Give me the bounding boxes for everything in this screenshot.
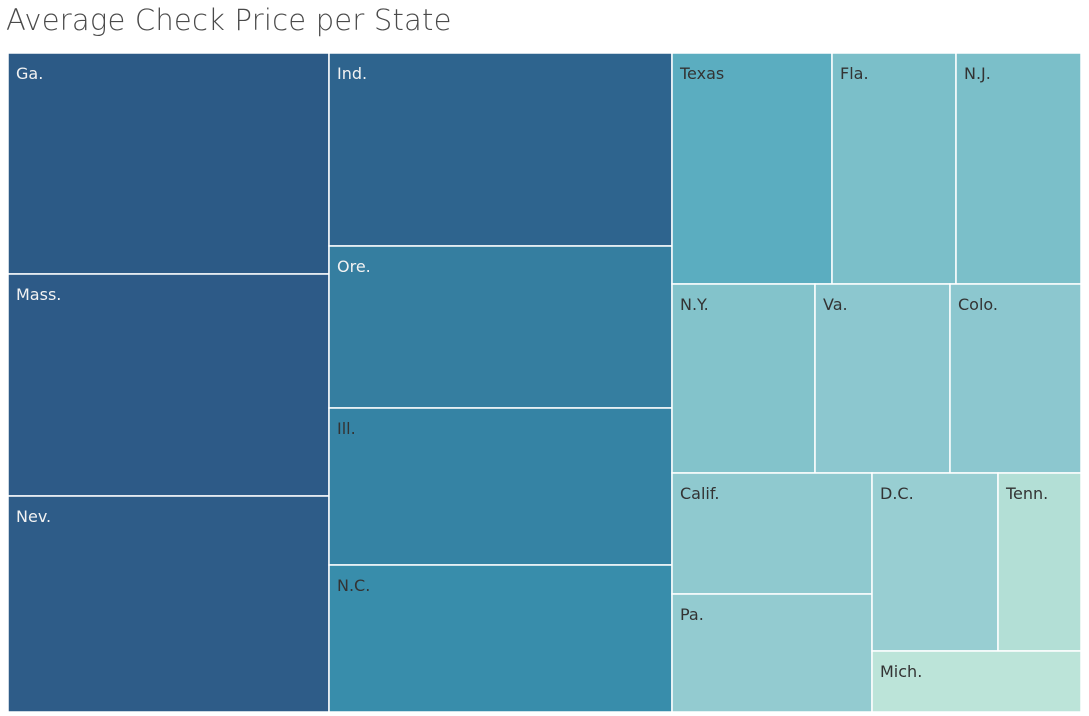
treemap-rect-mich[interactable] <box>871 650 1082 713</box>
treemap-rect-va[interactable] <box>814 283 951 474</box>
treemap-label-mass: Mass. <box>16 285 61 304</box>
treemap-label-pa: Pa. <box>680 605 704 624</box>
treemap-cell-nev[interactable]: Nev. <box>7 495 330 713</box>
treemap-label-ill: Ill. <box>337 419 356 438</box>
treemap-rect-n-y[interactable] <box>671 283 816 474</box>
treemap-cell-tenn[interactable]: Tenn. <box>997 472 1082 652</box>
treemap-cell-n-c[interactable]: N.C. <box>328 564 673 713</box>
treemap-label-tenn: Tenn. <box>1005 484 1048 503</box>
treemap-label-ind: Ind. <box>337 64 367 83</box>
treemap-rect-fla[interactable] <box>831 52 957 285</box>
treemap-label-mich: Mich. <box>880 662 922 681</box>
treemap-label-ga: Ga. <box>16 64 43 83</box>
treemap-cell-mich[interactable]: Mich. <box>871 650 1082 713</box>
treemap-label-calif: Calif. <box>680 484 719 503</box>
treemap-cell-mass[interactable]: Mass. <box>7 273 330 497</box>
treemap-label-texas: Texas <box>679 64 724 83</box>
treemap-rect-ga[interactable] <box>7 52 330 275</box>
treemap-cell-n-j[interactable]: N.J. <box>955 52 1082 285</box>
treemap-cell-ore[interactable]: Ore. <box>328 245 673 409</box>
treemap-label-ore: Ore. <box>337 257 371 276</box>
treemap-label-n-c: N.C. <box>337 576 370 595</box>
treemap-rect-mass[interactable] <box>7 273 330 497</box>
treemap-label-colo: Colo. <box>958 295 998 314</box>
treemap-label-n-y: N.Y. <box>680 295 709 314</box>
treemap-cell-ga[interactable]: Ga. <box>7 52 330 275</box>
treemap-rect-ore[interactable] <box>328 245 673 409</box>
treemap-rect-tenn[interactable] <box>997 472 1082 652</box>
treemap-rect-colo[interactable] <box>949 283 1082 474</box>
treemap-rect-ill[interactable] <box>328 407 673 566</box>
treemap-cell-ill[interactable]: Ill. <box>328 407 673 566</box>
treemap-cell-n-y[interactable]: N.Y. <box>671 283 816 474</box>
treemap-label-va: Va. <box>823 295 848 314</box>
treemap-cell-texas[interactable]: Texas <box>671 52 833 285</box>
treemap-rect-pa[interactable] <box>671 593 873 713</box>
treemap-label-fla: Fla. <box>840 64 869 83</box>
treemap-cell-fla[interactable]: Fla. <box>831 52 957 285</box>
treemap-label-nev: Nev. <box>16 507 51 526</box>
chart-title: Average Check Price per State <box>6 3 452 37</box>
treemap-rect-texas[interactable] <box>671 52 833 285</box>
treemap-rect-n-j[interactable] <box>955 52 1082 285</box>
treemap-label-d-c: D.C. <box>880 484 914 503</box>
treemap-cell-colo[interactable]: Colo. <box>949 283 1082 474</box>
treemap-rect-nev[interactable] <box>7 495 330 713</box>
treemap-rect-calif[interactable] <box>671 472 873 595</box>
treemap-label-n-j: N.J. <box>964 64 991 83</box>
treemap-rect-ind[interactable] <box>328 52 673 247</box>
treemap-cell-d-c[interactable]: D.C. <box>871 472 999 652</box>
treemap-cell-pa[interactable]: Pa. <box>671 593 873 713</box>
treemap-cell-calif[interactable]: Calif. <box>671 472 873 595</box>
treemap-cell-ind[interactable]: Ind. <box>328 52 673 247</box>
treemap-cell-va[interactable]: Va. <box>814 283 951 474</box>
treemap-rect-n-c[interactable] <box>328 564 673 713</box>
